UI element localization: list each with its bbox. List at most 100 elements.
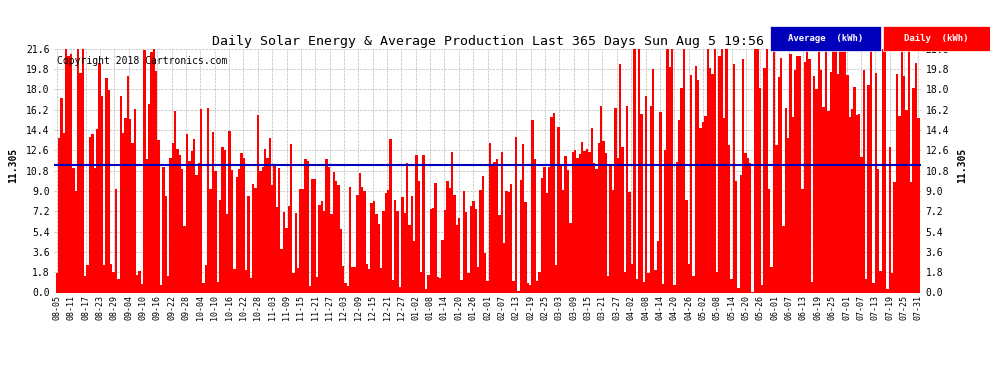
Bar bbox=[323, 211, 326, 292]
Bar bbox=[534, 159, 537, 292]
Bar bbox=[915, 63, 917, 292]
Bar bbox=[910, 182, 913, 292]
Bar bbox=[271, 186, 273, 292]
Bar bbox=[498, 215, 501, 292]
Bar bbox=[808, 58, 811, 292]
Bar bbox=[474, 210, 477, 292]
Bar bbox=[408, 225, 411, 292]
Bar bbox=[846, 75, 848, 292]
Bar bbox=[132, 143, 134, 292]
Bar bbox=[726, 44, 728, 292]
Bar bbox=[159, 285, 162, 292]
Bar bbox=[668, 67, 671, 292]
Bar bbox=[647, 273, 649, 292]
Bar bbox=[276, 207, 278, 292]
Bar bbox=[600, 106, 602, 292]
Bar bbox=[115, 189, 117, 292]
Bar bbox=[127, 76, 129, 292]
Bar bbox=[453, 195, 455, 292]
Bar bbox=[828, 111, 830, 292]
Bar bbox=[614, 108, 617, 292]
Bar bbox=[446, 181, 448, 292]
Bar bbox=[782, 226, 785, 292]
Bar bbox=[430, 209, 432, 292]
Bar bbox=[328, 166, 331, 292]
Bar bbox=[285, 228, 287, 292]
Bar bbox=[214, 171, 217, 292]
Bar bbox=[843, 44, 846, 292]
Bar bbox=[768, 189, 770, 292]
Bar bbox=[157, 140, 159, 292]
Bar bbox=[643, 282, 644, 292]
Bar bbox=[164, 196, 167, 292]
Bar bbox=[307, 161, 309, 292]
Bar bbox=[695, 66, 697, 292]
Bar bbox=[835, 44, 837, 292]
Bar bbox=[442, 240, 444, 292]
Bar bbox=[666, 47, 668, 292]
Bar bbox=[673, 285, 676, 292]
Bar bbox=[243, 158, 245, 292]
Bar bbox=[636, 279, 638, 292]
Bar bbox=[652, 69, 654, 292]
Bar bbox=[855, 116, 858, 292]
Bar bbox=[167, 276, 169, 292]
Bar bbox=[365, 264, 368, 292]
Bar bbox=[886, 289, 889, 292]
Bar bbox=[146, 159, 148, 292]
Bar bbox=[787, 138, 789, 292]
Bar bbox=[316, 278, 319, 292]
Bar bbox=[268, 138, 271, 292]
Bar bbox=[465, 211, 467, 292]
Bar bbox=[879, 272, 882, 292]
Bar bbox=[368, 269, 370, 292]
Bar bbox=[179, 155, 181, 292]
Bar bbox=[593, 162, 595, 292]
Bar bbox=[418, 181, 420, 292]
Bar bbox=[62, 133, 65, 292]
Bar bbox=[908, 44, 910, 292]
Bar bbox=[125, 118, 127, 292]
Bar bbox=[858, 114, 860, 292]
Bar bbox=[309, 286, 311, 292]
Bar bbox=[740, 174, 742, 292]
Bar bbox=[67, 56, 70, 292]
Bar bbox=[91, 134, 93, 292]
Bar bbox=[299, 189, 302, 292]
Bar bbox=[749, 163, 751, 292]
Bar bbox=[731, 279, 733, 292]
Bar bbox=[113, 272, 115, 292]
Bar bbox=[799, 56, 801, 292]
Bar bbox=[622, 147, 624, 292]
Bar bbox=[311, 178, 314, 292]
Bar bbox=[287, 206, 290, 292]
Bar bbox=[81, 44, 84, 292]
Bar bbox=[493, 162, 496, 292]
Bar bbox=[96, 129, 98, 292]
Bar bbox=[256, 115, 259, 292]
Bar bbox=[872, 284, 874, 292]
Bar bbox=[917, 118, 920, 292]
Text: Daily  (kWh): Daily (kWh) bbox=[904, 34, 969, 43]
Bar bbox=[238, 170, 241, 292]
Text: Copyright 2018 Cartronics.com: Copyright 2018 Cartronics.com bbox=[57, 56, 228, 66]
Bar bbox=[264, 149, 266, 292]
Bar bbox=[103, 265, 105, 292]
Bar bbox=[823, 107, 825, 292]
Bar bbox=[690, 75, 692, 292]
Bar bbox=[392, 280, 394, 292]
Bar bbox=[292, 273, 295, 292]
Bar bbox=[733, 64, 735, 292]
Bar bbox=[820, 70, 823, 292]
Bar bbox=[583, 151, 586, 292]
Bar bbox=[913, 87, 915, 292]
Bar bbox=[259, 171, 261, 292]
Bar bbox=[169, 158, 171, 292]
Bar bbox=[579, 153, 581, 292]
Bar bbox=[401, 197, 404, 292]
Text: 11.305: 11.305 bbox=[8, 147, 18, 183]
Bar bbox=[624, 272, 626, 292]
Bar bbox=[860, 157, 862, 292]
Bar bbox=[896, 74, 898, 292]
Bar bbox=[818, 44, 820, 292]
